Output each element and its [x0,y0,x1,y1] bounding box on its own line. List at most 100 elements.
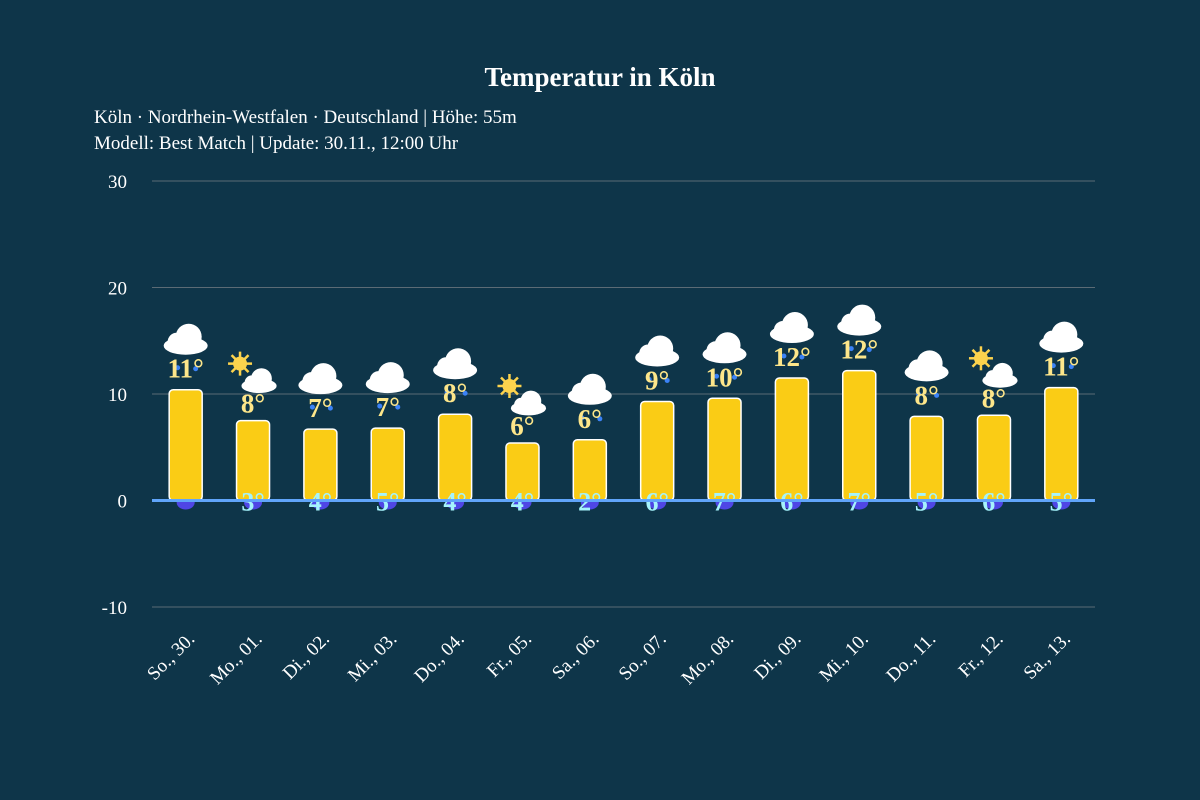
max-temp-label: 8° [241,389,265,419]
x-tick-label: Mo., 01. [206,629,266,689]
raindrop [848,346,854,352]
cloud-part [916,350,943,377]
raindrop [579,415,585,421]
y-tick-label: 30 [108,172,127,193]
subtitle-location: Köln · Nordrhein-Westfalen · Deutschland… [94,107,517,128]
y-tick-label: 10 [108,385,127,406]
max-temp-label: 12° [840,335,878,365]
cloud-rain-icon [365,362,410,410]
x-tick-label: Do., 11. [882,629,940,687]
max-temp-label: 12° [773,342,811,372]
sun-core [973,351,988,366]
sun-core [502,378,517,393]
raindrop [175,365,181,371]
cloud-part [377,362,404,389]
cloud-rain-icon [635,335,680,383]
cloud-rain-icon [163,323,208,372]
max-temp-label: 8° [443,378,467,408]
temperature-bar [639,400,675,502]
cloud-part [781,312,808,339]
sun-ray [230,366,237,373]
x-tick-label: Fr., 12. [955,629,1008,682]
sun-core [233,356,248,371]
temperature-bar [842,369,877,502]
y-tick-label: 20 [108,279,127,300]
temperature-bar [707,397,742,502]
temperature-bar [168,388,203,502]
cloud-part [520,390,542,412]
sun-ray [500,389,507,396]
cloud-rain-icon [769,312,814,360]
cloud-part [175,323,202,350]
raindrop [732,374,738,380]
raindrop [646,376,652,382]
x-tick-label: Mo., 08. [678,629,738,689]
max-temp-label: 6° [510,411,534,441]
cloud-part [991,362,1013,384]
cloud-part [1051,321,1078,348]
cloud-rain-icon [904,350,949,398]
raindrop [462,390,468,396]
y-tick-label: -10 [102,598,127,619]
sun-ray [971,361,978,368]
cloud-rain-icon [433,348,478,396]
temperature-bar [1044,386,1079,502]
x-tick-label: Di., 09. [750,629,805,684]
sun-ray [230,354,237,361]
x-tick-label: Mi., 10. [815,629,872,686]
max-temp-label: 7° [308,393,332,423]
raindrop [193,366,199,372]
raindrop [866,347,872,353]
raindrop [714,373,720,379]
temperature-bar [774,377,810,502]
cloud-rain-icon [1039,321,1084,370]
raindrop [781,353,787,359]
raindrop [444,389,450,395]
raindrop [327,405,333,411]
max-temp-label: 9° [645,365,669,395]
raindrop [916,391,922,397]
cloud-part [310,363,337,390]
max-temp-label: 7° [376,392,400,422]
cloud-part [647,335,674,362]
sun-ray [500,376,507,383]
raindrop [799,354,805,360]
cloud-part [579,373,606,400]
cloud-part [251,368,272,390]
partly-cloudy-icon [228,351,277,394]
cloud-rain-icon [298,363,343,411]
x-tick-label: So., 30. [143,629,199,685]
raindrop [1050,363,1056,369]
raindrop [377,403,383,409]
max-temp-label: 11° [1043,352,1079,382]
max-temp-label: 8° [914,380,938,410]
sun-ray [243,366,250,373]
raindrop [395,404,401,410]
raindrop [1068,364,1074,370]
x-tick-label: Di., 02. [279,629,334,684]
x-tick-label: Fr., 05. [483,629,536,682]
max-temp-label: 6° [578,404,602,434]
max-temp-label: 8° [982,383,1006,413]
y-tick-label: 0 [118,492,128,513]
max-temp-label: 11° [168,354,204,384]
raindrop [309,404,315,410]
cloud-rain-icon [567,373,612,422]
sun-ray [243,354,250,361]
x-tick-label: Sa., 06. [548,629,603,684]
raindrop [934,392,940,398]
x-tick-label: Do., 04. [410,629,468,687]
cloud-part [849,304,876,331]
raindrop [597,416,603,422]
x-tick-label: So., 07. [615,629,671,685]
subtitle-model: Modell: Best Match | Update: 30.11., 12:… [94,133,459,154]
x-tick-label: Sa., 13. [1020,629,1075,684]
chart-title: Temperatur in Köln [484,62,716,92]
partly-cloudy-icon [497,373,547,416]
max-temp-label: 10° [706,362,744,392]
cloud-part [445,348,472,375]
raindrop [664,377,670,383]
cloud-part [714,332,741,359]
x-tick-label: Mi., 03. [344,629,401,686]
